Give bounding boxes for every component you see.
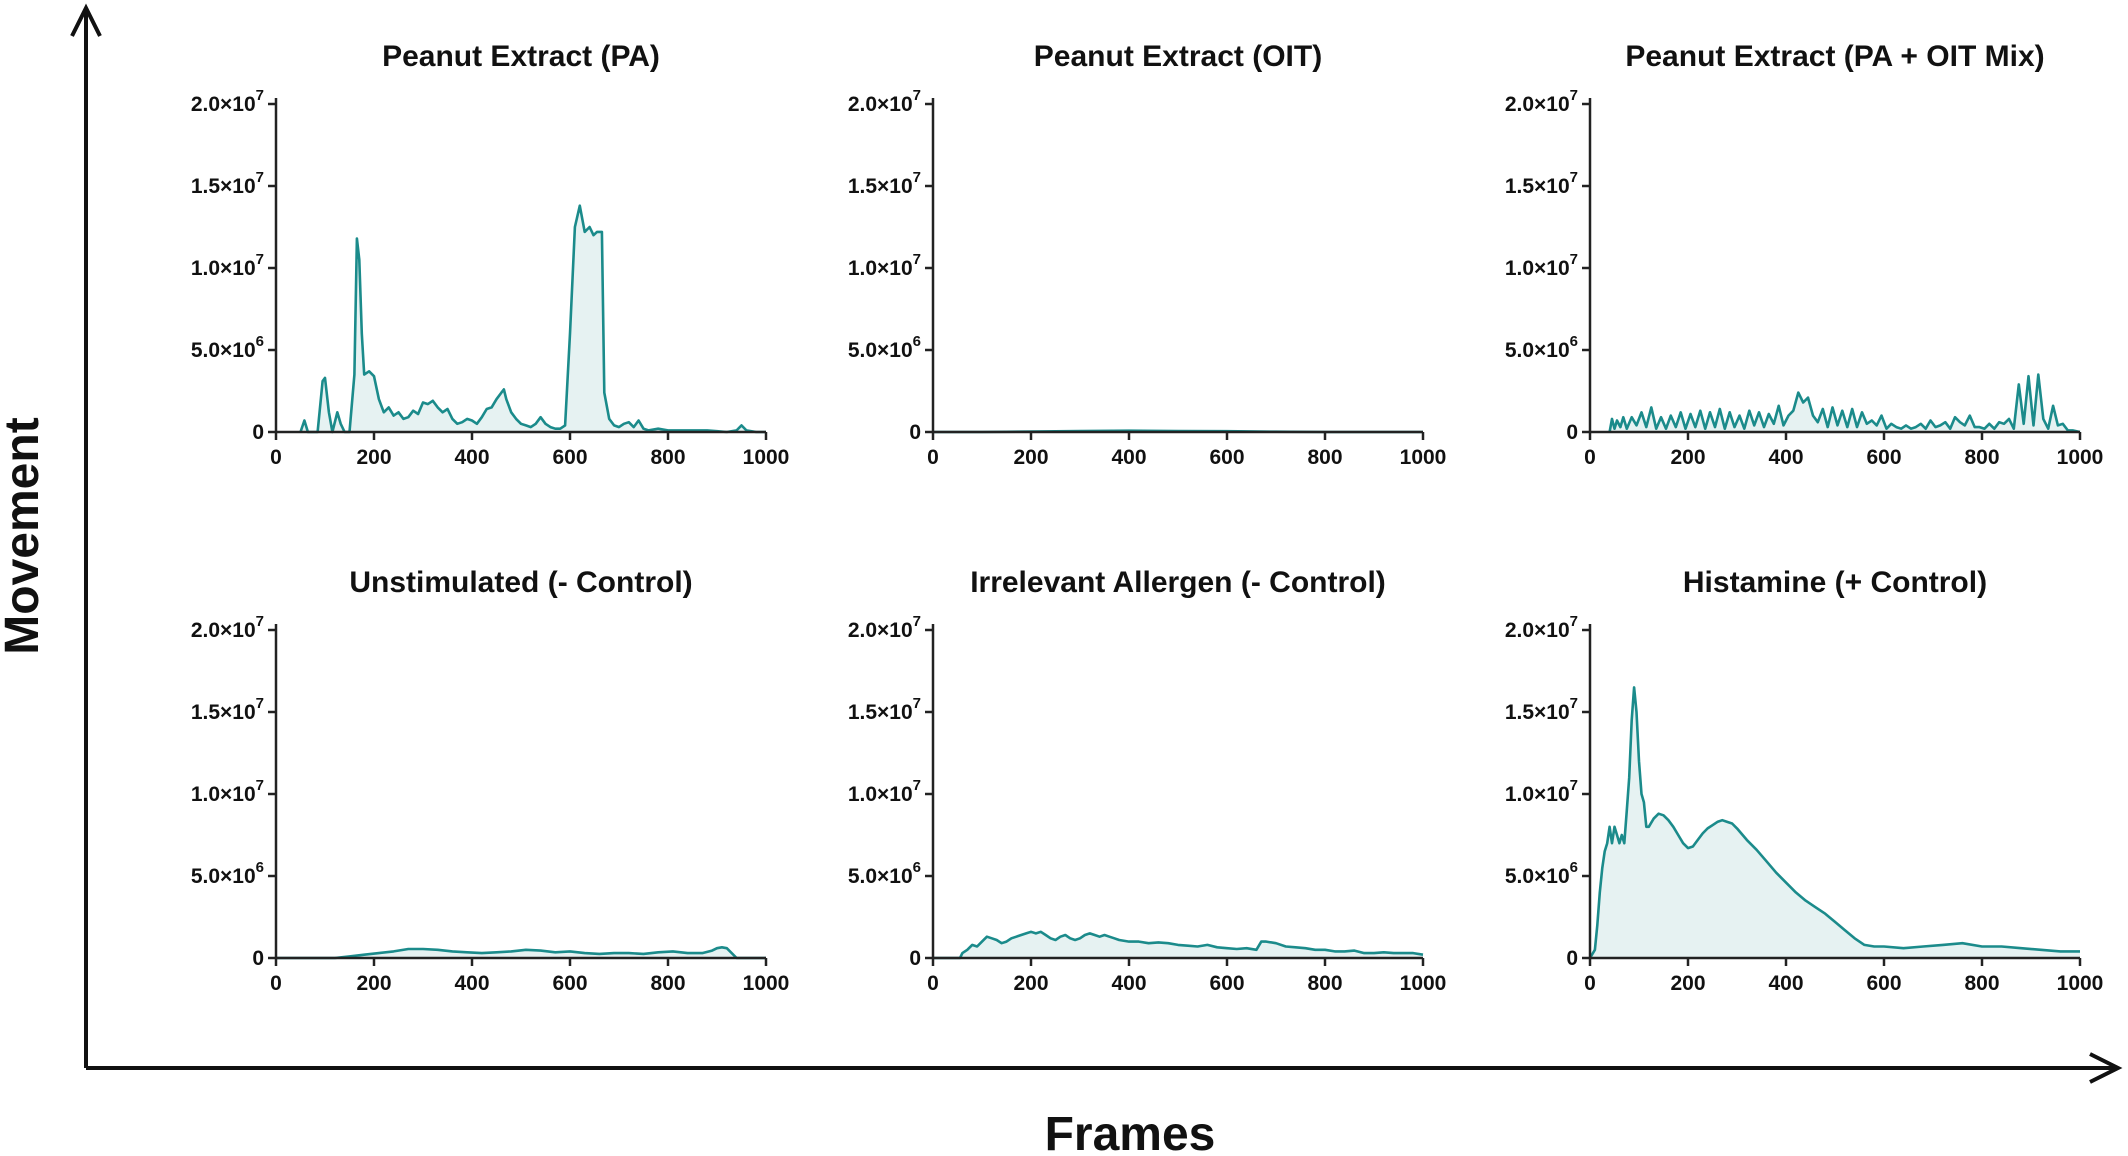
y-tick-label: 2.0×107 xyxy=(848,87,921,116)
x-tick-label: 200 xyxy=(356,972,391,995)
series-line xyxy=(1608,373,2081,434)
x-tick-label: 1000 xyxy=(1400,972,1447,995)
y-tick-label: 2.0×107 xyxy=(848,613,921,642)
series-area-fill xyxy=(300,205,766,432)
y-tick-label: 0 xyxy=(909,947,921,970)
y-tick-label: 5.0×106 xyxy=(848,333,921,362)
y-tick-label: 5.0×106 xyxy=(191,333,264,362)
y-tick-label: 1.0×107 xyxy=(848,777,921,806)
series-line xyxy=(1588,686,2080,959)
y-tick-label: 5.0×106 xyxy=(848,859,921,888)
x-tick-label: 1000 xyxy=(743,446,790,469)
global-x-axis-title: Frames xyxy=(1045,1108,1216,1156)
y-tick-label: 1.5×107 xyxy=(191,169,264,198)
x-tick-label: 400 xyxy=(454,446,489,469)
x-tick-label: 800 xyxy=(650,972,685,995)
x-tick-label: 1000 xyxy=(2057,972,2104,995)
x-tick-label: 1000 xyxy=(743,972,790,995)
x-tick-label: 400 xyxy=(454,972,489,995)
panel-title: Peanut Extract (PA + OIT Mix) xyxy=(1625,40,2044,73)
panels-group: Peanut Extract (PA) 0 200 400 600 800 1000 0 5.0… xyxy=(191,40,2104,995)
chart-panel-4: Unstimulated (- Control) 0 200 400 600 800 100… xyxy=(191,566,790,995)
chart-panel-5: Irrelevant Allergen (- Control) 0 200 400 60… xyxy=(848,566,1447,995)
y-tick-label: 0 xyxy=(1566,421,1578,444)
x-tick-label: 400 xyxy=(1111,972,1146,995)
x-tick-label: 800 xyxy=(1307,972,1342,995)
panel-title: Histamine (+ Control) xyxy=(1683,566,1987,599)
y-tick-label: 1.5×107 xyxy=(191,695,264,724)
global-y-axis-title: Movement xyxy=(0,417,49,654)
x-tick-label: 400 xyxy=(1111,446,1146,469)
chart-panel-6: Histamine (+ Control) 0 200 400 600 800 1000 0 5… xyxy=(1505,566,2104,995)
x-tick-label: 200 xyxy=(1670,972,1705,995)
x-tick-label: 0 xyxy=(270,972,282,995)
x-tick-label: 0 xyxy=(927,446,939,469)
y-tick-label: 1.5×107 xyxy=(1505,169,1578,198)
x-axis-arrow-head-icon xyxy=(2089,1052,2123,1084)
panel-title: Peanut Extract (OIT) xyxy=(1034,40,1322,73)
chart-panel-1: Peanut Extract (PA) 0 200 400 600 800 1000 0 5.0… xyxy=(191,40,790,469)
y-tick-label: 0 xyxy=(909,421,921,444)
y-tick-label: 2.0×107 xyxy=(1505,613,1578,642)
y-tick-label: 2.0×107 xyxy=(191,87,264,116)
x-tick-label: 200 xyxy=(1013,446,1048,469)
x-tick-label: 600 xyxy=(1866,446,1901,469)
x-tick-label: 800 xyxy=(650,446,685,469)
panel-title: Irrelevant Allergen (- Control) xyxy=(970,566,1386,599)
y-tick-label: 1.5×107 xyxy=(848,695,921,724)
x-tick-label: 400 xyxy=(1768,446,1803,469)
series-area-fill xyxy=(276,947,766,958)
y-tick-label: 1.5×107 xyxy=(1505,695,1578,724)
y-tick-label: 1.0×107 xyxy=(1505,251,1578,280)
y-tick-label: 1.0×107 xyxy=(191,777,264,806)
chart-panel-2: Peanut Extract (OIT) 0 200 400 600 800 1000 0 5.… xyxy=(848,40,1447,469)
x-tick-label: 200 xyxy=(1670,446,1705,469)
y-tick-label: 2.0×107 xyxy=(1505,87,1578,116)
x-tick-label: 600 xyxy=(552,972,587,995)
x-tick-label: 0 xyxy=(1584,446,1596,469)
x-tick-label: 800 xyxy=(1307,446,1342,469)
x-tick-label: 0 xyxy=(1584,972,1596,995)
series-area-fill xyxy=(1609,374,2080,432)
x-tick-label: 200 xyxy=(356,446,391,469)
x-tick-label: 400 xyxy=(1768,972,1803,995)
x-tick-label: 600 xyxy=(552,446,587,469)
x-tick-label: 600 xyxy=(1209,446,1244,469)
x-tick-label: 800 xyxy=(1964,446,1999,469)
series-line xyxy=(299,204,766,434)
y-tick-label: 5.0×106 xyxy=(191,859,264,888)
chart-panel-3: Peanut Extract (PA + OIT Mix) 0 200 400 600 8… xyxy=(1505,40,2104,469)
global-axes xyxy=(70,3,2123,1084)
x-tick-label: 0 xyxy=(927,972,939,995)
x-tick-label: 1000 xyxy=(2057,446,2104,469)
x-tick-label: 600 xyxy=(1866,972,1901,995)
y-tick-label: 0 xyxy=(1566,947,1578,970)
x-tick-label: 1000 xyxy=(1400,446,1447,469)
x-tick-label: 200 xyxy=(1013,972,1048,995)
y-tick-label: 1.5×107 xyxy=(848,169,921,198)
y-tick-label: 1.0×107 xyxy=(191,251,264,280)
x-tick-label: 800 xyxy=(1964,972,1999,995)
y-tick-label: 1.0×107 xyxy=(1505,777,1578,806)
y-tick-label: 0 xyxy=(252,421,264,444)
y-tick-label: 1.0×107 xyxy=(848,251,921,280)
y-tick-label: 0 xyxy=(252,947,264,970)
y-tick-label: 5.0×106 xyxy=(1505,333,1578,362)
x-tick-label: 600 xyxy=(1209,972,1244,995)
y-axis-arrow-head-icon xyxy=(70,3,102,37)
panel-title: Peanut Extract (PA) xyxy=(382,40,660,73)
y-tick-label: 5.0×106 xyxy=(1505,859,1578,888)
x-tick-label: 0 xyxy=(270,446,282,469)
y-tick-label: 2.0×107 xyxy=(191,613,264,642)
series-area-fill xyxy=(1590,687,2080,958)
series-line xyxy=(933,930,1424,960)
series-line xyxy=(276,946,766,960)
panel-title: Unstimulated (- Control) xyxy=(349,566,692,599)
